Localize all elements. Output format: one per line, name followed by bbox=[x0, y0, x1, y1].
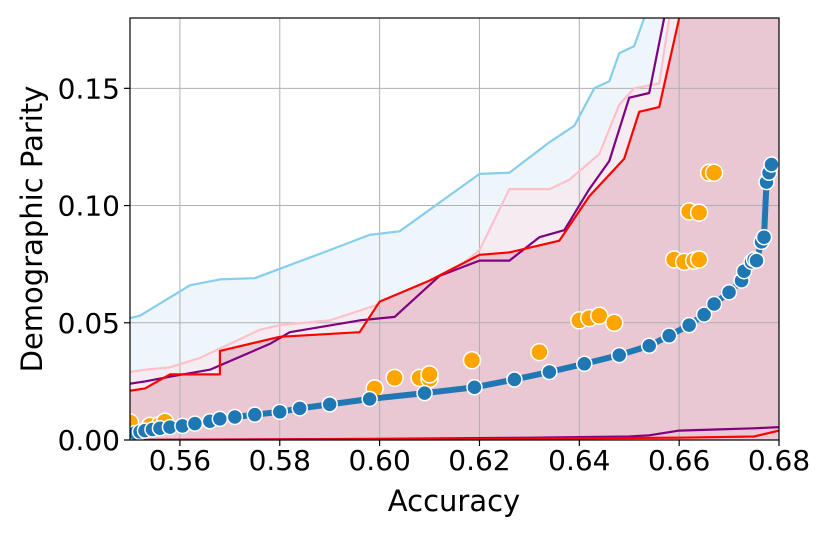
y-tick-label: 0.00 bbox=[58, 424, 120, 457]
x-tick-label: 0.68 bbox=[748, 444, 810, 477]
orange-point bbox=[590, 306, 609, 325]
frontier-point bbox=[246, 406, 264, 423]
frontier-point bbox=[361, 390, 378, 408]
frontier-point bbox=[186, 415, 204, 432]
frontier-point bbox=[660, 327, 678, 344]
y-tick-label: 0.10 bbox=[58, 190, 120, 223]
frontier-point bbox=[321, 396, 338, 413]
plot-clip-group bbox=[130, 18, 779, 440]
frontier-point bbox=[720, 284, 738, 301]
frontier-point bbox=[291, 400, 308, 417]
series-line-6 bbox=[130, 429, 779, 440]
orange-point bbox=[689, 203, 709, 222]
frontier-point bbox=[705, 295, 723, 313]
orange-point bbox=[385, 368, 404, 388]
frontier-point bbox=[763, 156, 779, 173]
x-tick-label: 0.64 bbox=[548, 444, 610, 477]
y-axis-label: Demographic Parity bbox=[15, 86, 49, 373]
inner-band bbox=[130, 18, 779, 440]
orange-point bbox=[689, 250, 709, 269]
frontier-point bbox=[695, 306, 713, 323]
orange-point bbox=[462, 351, 482, 370]
frontier-point bbox=[576, 355, 593, 373]
series-line-3 bbox=[130, 18, 666, 385]
plot-frame bbox=[129, 17, 780, 441]
frontier-point bbox=[610, 346, 628, 364]
frontier-point bbox=[416, 384, 433, 402]
frontier-point bbox=[506, 371, 523, 388]
frontier-point bbox=[271, 403, 289, 421]
orange-point bbox=[530, 342, 549, 362]
frontier-point bbox=[466, 379, 483, 396]
frontier-point bbox=[226, 408, 244, 426]
x-tick-label: 0.62 bbox=[448, 444, 510, 477]
frontier-point bbox=[748, 252, 765, 269]
y-tick-label: 0.15 bbox=[58, 72, 120, 105]
x-axis-label: Accuracy bbox=[388, 484, 520, 518]
series-line-4 bbox=[130, 18, 681, 392]
x-tick-label: 0.60 bbox=[348, 444, 410, 477]
x-tick-label: 0.66 bbox=[648, 444, 710, 477]
series-line-1 bbox=[130, 18, 646, 320]
axes: 0.56 0.58 0.60 0.62 0.64 0.66 0.68 0.00 0.05 0.10… bbox=[58, 72, 811, 477]
frontier-point bbox=[211, 410, 229, 428]
frontier-point bbox=[680, 316, 698, 334]
orange-point bbox=[605, 313, 624, 333]
orange-point bbox=[420, 365, 439, 384]
orange-point bbox=[704, 163, 724, 182]
frontier-point bbox=[541, 363, 558, 381]
plot-area bbox=[130, 18, 779, 440]
frontier-point bbox=[755, 228, 773, 246]
x-tick-label: 0.58 bbox=[249, 444, 311, 477]
x-tick-label: 0.56 bbox=[149, 444, 211, 477]
frontier-point bbox=[640, 337, 658, 355]
y-tick-label: 0.05 bbox=[58, 307, 120, 340]
